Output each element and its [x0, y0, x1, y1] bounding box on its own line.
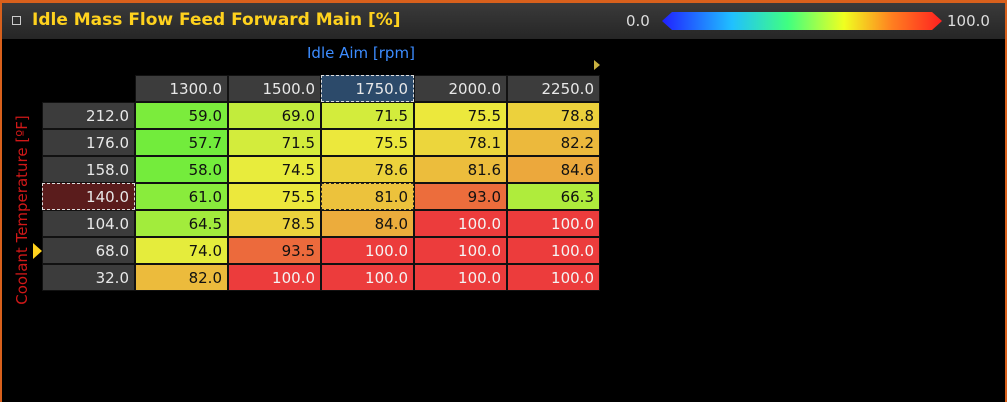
y-axis-label: Coolant Temperature [ºF] [13, 115, 31, 305]
cell[interactable]: 84.6 [507, 156, 600, 183]
cell[interactable]: 75.5 [414, 102, 507, 129]
legend-max: 100.0 [947, 12, 990, 30]
cell[interactable]: 66.3 [507, 183, 600, 210]
cell[interactable]: 81.0 [321, 183, 414, 210]
cell[interactable]: 82.0 [135, 264, 228, 291]
color-legend [662, 12, 942, 30]
cell[interactable]: 100.0 [414, 210, 507, 237]
row-marker [33, 243, 42, 259]
cell[interactable]: 57.7 [135, 129, 228, 156]
cell[interactable]: 75.5 [321, 129, 414, 156]
cell[interactable]: 71.5 [321, 102, 414, 129]
cell[interactable]: 59.0 [135, 102, 228, 129]
cell[interactable]: 74.5 [228, 156, 321, 183]
cell[interactable]: 69.0 [228, 102, 321, 129]
cell[interactable]: 100.0 [228, 264, 321, 291]
cell[interactable]: 75.5 [228, 183, 321, 210]
cell[interactable]: 93.5 [228, 237, 321, 264]
col-marker [594, 60, 600, 70]
cell[interactable]: 100.0 [507, 210, 600, 237]
column-header[interactable]: 2250.0 [507, 75, 600, 102]
cell[interactable]: 78.1 [414, 129, 507, 156]
column-header[interactable]: 1300.0 [135, 75, 228, 102]
legend-min: 0.0 [626, 12, 650, 30]
cell[interactable]: 64.5 [135, 210, 228, 237]
column-header[interactable]: 2000.0 [414, 75, 507, 102]
cell[interactable]: 74.0 [135, 237, 228, 264]
cell[interactable]: 93.0 [414, 183, 507, 210]
row-header[interactable]: 104.0 [42, 210, 135, 237]
row-header[interactable]: 140.0 [42, 183, 135, 210]
x-axis-label: Idle Aim [rpm] [307, 44, 415, 62]
cell[interactable]: 71.5 [228, 129, 321, 156]
cell[interactable]: 100.0 [507, 264, 600, 291]
cell[interactable]: 81.6 [414, 156, 507, 183]
column-header[interactable]: 1500.0 [228, 75, 321, 102]
cell[interactable]: 100.0 [414, 237, 507, 264]
cell[interactable]: 84.0 [321, 210, 414, 237]
title: Idle Mass Flow Feed Forward Main [%] [32, 10, 401, 30]
cell[interactable]: 78.8 [507, 102, 600, 129]
cell[interactable]: 58.0 [135, 156, 228, 183]
row-header[interactable]: 176.0 [42, 129, 135, 156]
cell[interactable]: 78.5 [228, 210, 321, 237]
cell[interactable]: 100.0 [507, 237, 600, 264]
column-header[interactable]: 1750.0 [321, 75, 414, 102]
row-header[interactable]: 158.0 [42, 156, 135, 183]
row-header[interactable]: 68.0 [42, 237, 135, 264]
cell[interactable]: 100.0 [321, 237, 414, 264]
cell[interactable]: 100.0 [414, 264, 507, 291]
row-header[interactable]: 32.0 [42, 264, 135, 291]
cell[interactable]: 61.0 [135, 183, 228, 210]
row-header[interactable]: 212.0 [42, 102, 135, 129]
cell[interactable]: 78.6 [321, 156, 414, 183]
cell[interactable]: 100.0 [321, 264, 414, 291]
cell[interactable]: 82.2 [507, 129, 600, 156]
expand-icon[interactable] [12, 16, 21, 25]
